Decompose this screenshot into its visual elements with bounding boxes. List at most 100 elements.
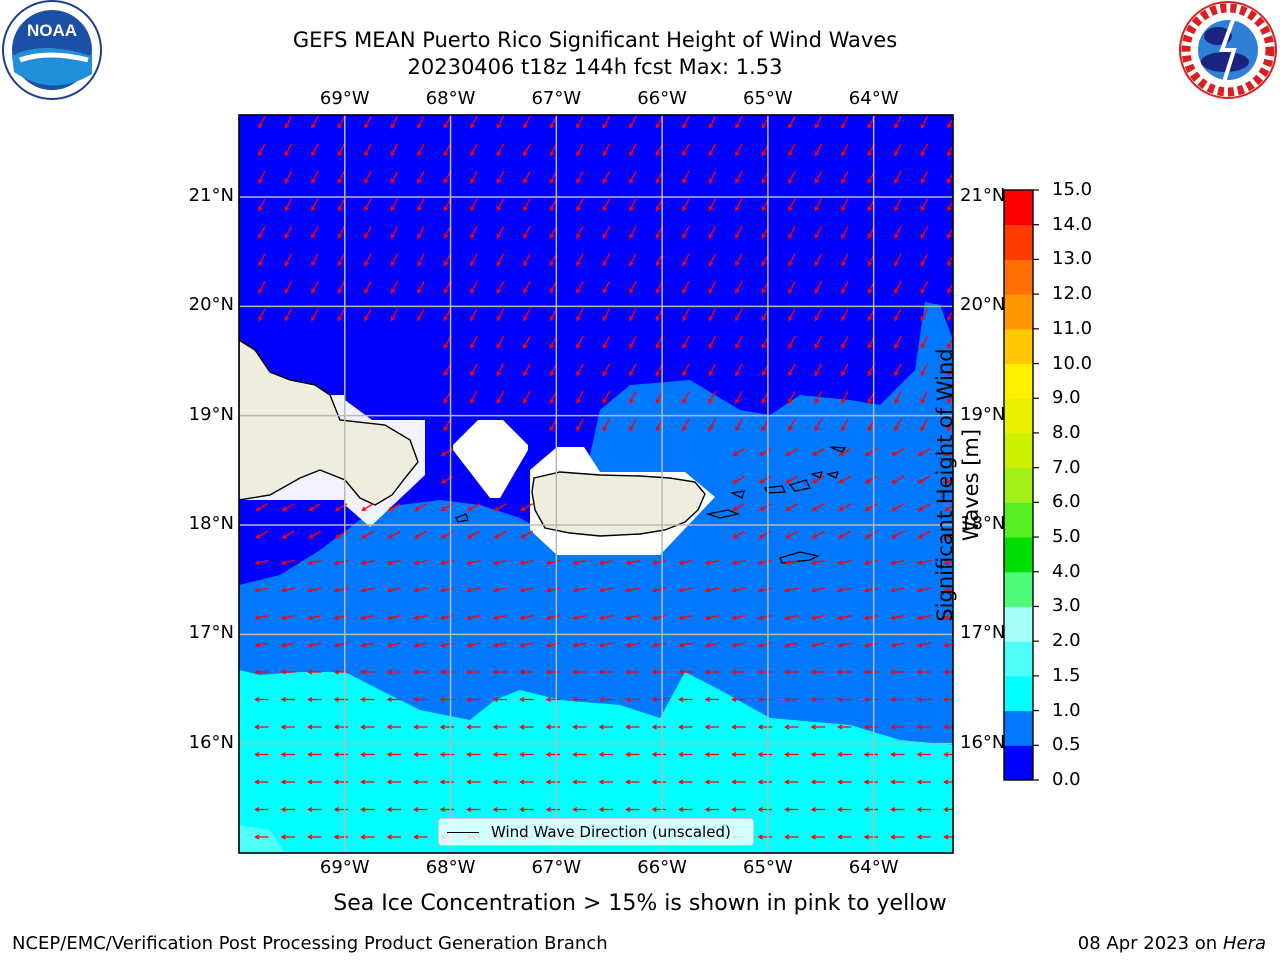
direction-arrow bbox=[943, 752, 953, 757]
direction-arrow bbox=[682, 143, 690, 157]
direction-arrow bbox=[602, 390, 611, 404]
direction-arrow bbox=[466, 587, 481, 593]
direction-arrow bbox=[704, 669, 719, 675]
direction-arrow bbox=[386, 642, 401, 648]
direction-arrow bbox=[788, 308, 796, 322]
direction-arrow bbox=[916, 587, 931, 593]
direction-arrow bbox=[386, 779, 401, 785]
direction-arrow bbox=[576, 280, 584, 294]
direction-arrow bbox=[439, 642, 454, 648]
direction-arrow bbox=[943, 807, 953, 812]
direction-arrow bbox=[311, 225, 319, 239]
direction-arrow bbox=[470, 390, 478, 404]
direction-arrow bbox=[916, 807, 931, 812]
direction-arrow bbox=[572, 724, 587, 730]
lon-label-top: 64°W bbox=[848, 88, 899, 109]
direction-arrow bbox=[254, 834, 269, 840]
colorbar-tick-label: 12.0 bbox=[1052, 283, 1093, 305]
direction-arrow bbox=[785, 530, 798, 539]
direction-arrow bbox=[920, 308, 929, 322]
direction-arrow bbox=[549, 390, 558, 404]
direction-arrow bbox=[920, 170, 929, 184]
direction-arrow bbox=[337, 170, 346, 184]
direction-arrow bbox=[784, 587, 799, 593]
direction-arrow bbox=[784, 642, 799, 648]
direction-arrow bbox=[704, 642, 719, 648]
direction-arrow bbox=[280, 834, 295, 840]
direction-arrow bbox=[943, 779, 953, 785]
direction-arrow bbox=[837, 615, 852, 621]
direction-arrow bbox=[837, 642, 852, 648]
direction-arrow bbox=[492, 642, 507, 648]
direction-arrow bbox=[307, 615, 322, 621]
direction-arrow bbox=[386, 807, 401, 812]
lat-label-right: 20°N bbox=[960, 294, 1006, 316]
direction-arrow bbox=[492, 560, 507, 566]
direction-arrow bbox=[735, 418, 743, 432]
direction-arrow bbox=[496, 390, 505, 404]
direction-arrow bbox=[682, 418, 690, 432]
direction-arrow bbox=[280, 642, 295, 648]
direction-arrow bbox=[360, 834, 375, 840]
direction-arrow bbox=[602, 363, 611, 377]
direction-arrow bbox=[947, 171, 953, 184]
direction-arrow bbox=[466, 642, 481, 648]
direction-arrow bbox=[920, 390, 929, 404]
direction-arrow bbox=[863, 724, 878, 730]
direction-arrow bbox=[757, 697, 772, 702]
direction-arrow bbox=[364, 253, 372, 267]
direction-arrow bbox=[731, 669, 746, 675]
lon-label-top: 67°W bbox=[531, 88, 582, 109]
colorbar-tick-label: 3.0 bbox=[1052, 595, 1081, 617]
direction-arrow bbox=[811, 448, 825, 456]
direction-arrow bbox=[629, 335, 637, 349]
direction-arrow bbox=[811, 503, 825, 511]
direction-arrow bbox=[443, 115, 452, 129]
direction-arrow bbox=[390, 308, 399, 322]
direction-arrow bbox=[254, 752, 269, 757]
direction-arrow bbox=[704, 560, 719, 566]
direction-arrow bbox=[863, 587, 878, 593]
direction-arrow bbox=[944, 505, 953, 511]
direction-arrow bbox=[523, 280, 531, 294]
direction-arrow bbox=[814, 198, 823, 212]
direction-arrow bbox=[307, 752, 322, 757]
direction-arrow bbox=[258, 253, 266, 267]
direction-arrow bbox=[443, 143, 452, 157]
direction-arrow bbox=[470, 170, 478, 184]
direction-arrow bbox=[598, 807, 613, 812]
direction-arrow bbox=[625, 779, 640, 785]
direction-arrow bbox=[682, 335, 690, 349]
direction-arrow bbox=[810, 697, 825, 702]
direction-arrow bbox=[682, 170, 690, 184]
colorbar-segment bbox=[1004, 294, 1033, 330]
direction-arrow bbox=[810, 669, 825, 675]
lat-label-right: 18°N bbox=[960, 513, 1006, 534]
direction-arrow bbox=[386, 834, 401, 840]
direction-arrow bbox=[651, 560, 666, 566]
direction-arrow bbox=[333, 669, 348, 675]
direction-arrow bbox=[916, 834, 931, 840]
direction-arrow bbox=[625, 615, 640, 621]
direction-arrow bbox=[784, 724, 799, 730]
direction-arrow bbox=[413, 615, 428, 621]
colorbar-title-line2: Waves [m] bbox=[959, 428, 983, 542]
direction-arrow bbox=[493, 530, 507, 539]
direction-arrow bbox=[837, 669, 852, 675]
direction-arrow bbox=[258, 198, 266, 212]
direction-arrow bbox=[814, 390, 823, 404]
direction-arrow bbox=[920, 225, 929, 239]
direction-arrow bbox=[651, 724, 666, 730]
direction-arrow bbox=[280, 615, 295, 621]
direction-arrow bbox=[735, 170, 743, 184]
lon-label-top: 68°W bbox=[425, 88, 476, 109]
direction-arrow bbox=[361, 503, 374, 511]
direction-arrow bbox=[917, 503, 931, 511]
direction-arrow bbox=[470, 115, 478, 129]
direction-arrow bbox=[496, 363, 505, 377]
direction-arrow bbox=[360, 642, 375, 648]
direction-arrow bbox=[466, 724, 481, 730]
direction-arrow bbox=[360, 587, 375, 593]
direction-arrow bbox=[894, 225, 902, 239]
